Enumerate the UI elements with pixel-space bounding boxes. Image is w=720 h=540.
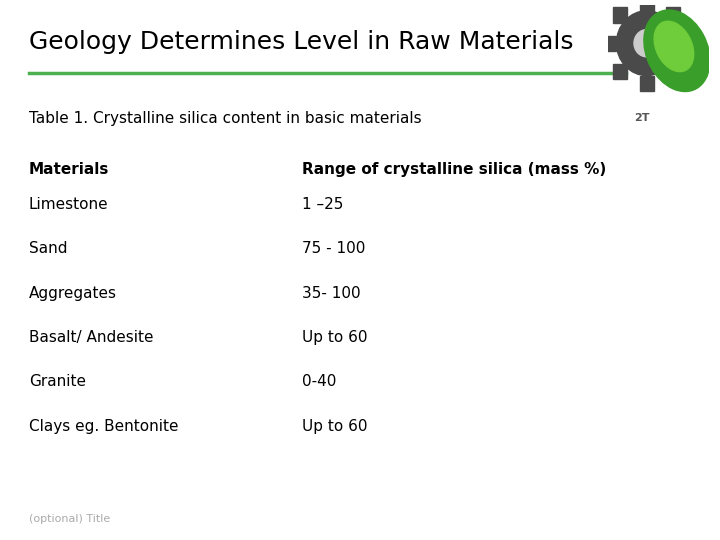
FancyBboxPatch shape [603,36,616,51]
Text: Up to 60: Up to 60 [302,330,368,345]
Text: 75 - 100: 75 - 100 [302,241,366,256]
Text: Geology Determines Level in Raw Materials: Geology Determines Level in Raw Material… [29,30,573,53]
Text: Clays eg. Bentonite: Clays eg. Bentonite [29,418,179,434]
Text: Granite: Granite [29,374,86,389]
Text: Basalt/ Andesite: Basalt/ Andesite [29,330,153,345]
Text: Materials: Materials [29,162,109,177]
Text: 1 –25: 1 –25 [302,197,343,212]
FancyBboxPatch shape [639,0,654,11]
Circle shape [616,11,677,76]
Circle shape [644,24,665,45]
FancyBboxPatch shape [666,8,680,23]
Circle shape [634,30,660,57]
Text: Sand: Sand [29,241,67,256]
FancyBboxPatch shape [613,8,627,23]
Text: Limestone: Limestone [29,197,109,212]
FancyBboxPatch shape [677,36,691,51]
Text: (optional) Title: (optional) Title [29,514,110,524]
Text: Up to 60: Up to 60 [302,418,368,434]
Text: Range of crystalline silica (mass %): Range of crystalline silica (mass %) [302,162,607,177]
FancyBboxPatch shape [666,64,680,79]
Ellipse shape [644,10,710,91]
Text: Aggregates: Aggregates [29,286,117,301]
Text: 2T: 2T [634,113,650,124]
Text: 0-40: 0-40 [302,374,337,389]
FancyBboxPatch shape [613,64,627,79]
Ellipse shape [654,21,694,72]
Text: 35- 100: 35- 100 [302,286,361,301]
Text: Table 1. Crystalline silica content in basic materials: Table 1. Crystalline silica content in b… [29,111,421,126]
FancyBboxPatch shape [639,76,654,91]
